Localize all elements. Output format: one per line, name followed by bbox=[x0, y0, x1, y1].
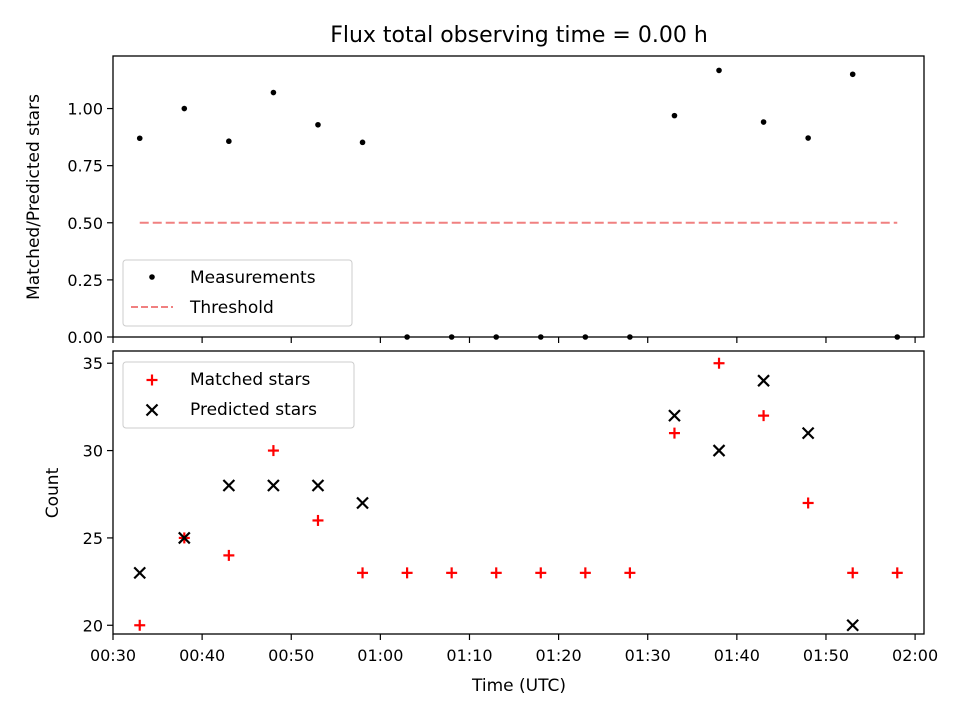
bottom-x-axis: 00:30 00:40 00:50 01:00 01:10 01:20 01:30 01:40… bbox=[90, 634, 938, 665]
top-y-tick-label: 0.00 bbox=[67, 328, 103, 347]
predicted-star-point bbox=[133, 566, 147, 580]
measurement-point bbox=[582, 334, 589, 340]
measurement-point bbox=[181, 105, 188, 112]
bottom-y-tick-label: 20 bbox=[83, 616, 103, 635]
predicted-star-point bbox=[801, 426, 815, 440]
x-tick-label: 01:40 bbox=[714, 646, 760, 665]
x-tick-label: 01:50 bbox=[803, 646, 849, 665]
matched-star-point bbox=[134, 619, 146, 631]
measurement-point bbox=[716, 67, 722, 74]
matched-star-point bbox=[535, 567, 547, 579]
measurement-point bbox=[849, 71, 856, 78]
measurement-point bbox=[359, 139, 366, 146]
measurement-point bbox=[627, 334, 633, 340]
top-y-axis-label: Matched/Predicted stars bbox=[24, 94, 44, 300]
bottom-y-tick-label: 25 bbox=[83, 529, 103, 548]
x-tick-label: 00:50 bbox=[268, 646, 314, 665]
top-y-tick-label: 0.50 bbox=[67, 214, 103, 233]
x-axis-label: Time (UTC) bbox=[471, 676, 566, 696]
bottom-y-tick-label: 35 bbox=[83, 354, 103, 373]
legend-matched-label: Matched stars bbox=[190, 370, 310, 390]
legend-predicted-marker bbox=[145, 403, 159, 417]
chart-title: Flux total observing time = 0.00 h bbox=[330, 23, 708, 48]
measurement-point bbox=[270, 89, 277, 96]
predicted-star-point bbox=[222, 479, 236, 492]
top-y-tick-label: 0.25 bbox=[67, 271, 103, 290]
matched-star-point bbox=[624, 567, 636, 579]
legend-matched-marker bbox=[146, 374, 158, 386]
x-tick-label: 00:30 bbox=[90, 646, 136, 665]
top-y-tick-label: 1.00 bbox=[67, 100, 103, 119]
matched-star-point bbox=[267, 445, 279, 457]
legend-predicted-cross bbox=[145, 403, 159, 417]
predicted-star-point bbox=[757, 374, 770, 387]
predicted-star-point bbox=[356, 496, 369, 510]
matched-star-point bbox=[490, 567, 502, 579]
legend-measurements-label: Measurements bbox=[190, 268, 316, 288]
top-y-tick-label: 0.75 bbox=[67, 157, 103, 176]
measurement-point bbox=[315, 121, 321, 128]
measurement-point bbox=[226, 138, 232, 145]
matched-star-point bbox=[713, 357, 725, 369]
matched-star-point bbox=[891, 567, 903, 579]
x-tick-label: 01:30 bbox=[625, 646, 671, 665]
bottom-plot-marks bbox=[133, 357, 903, 632]
matched-star-point bbox=[223, 549, 235, 561]
matched-star-point bbox=[312, 514, 324, 526]
matched-star-point bbox=[357, 567, 369, 579]
bottom-legend: Matched stars Predicted stars bbox=[122, 361, 355, 429]
legend-predicted-label: Predicted stars bbox=[190, 400, 317, 420]
bottom-y-axis: 20 25 30 35 bbox=[83, 354, 113, 635]
legend-threshold-label: Threshold bbox=[189, 298, 274, 318]
measurement-point bbox=[404, 334, 410, 340]
x-tick-label: 01:10 bbox=[446, 646, 492, 665]
matched-star-point bbox=[446, 567, 458, 579]
measurement-point bbox=[136, 135, 143, 142]
legend-matched-plus bbox=[146, 374, 158, 386]
measurement-point bbox=[894, 334, 901, 340]
top-x-ticks bbox=[112, 337, 916, 343]
measurement-point bbox=[537, 334, 544, 340]
bottom-legend-box bbox=[122, 361, 355, 429]
predicted-star-point bbox=[712, 444, 726, 457]
top-legend: Measurements Threshold bbox=[122, 259, 353, 327]
measurement-point bbox=[671, 112, 678, 119]
matched-star-point bbox=[758, 410, 770, 422]
measurement-point bbox=[493, 334, 500, 340]
measurement-point bbox=[448, 334, 455, 340]
predicted-star-point bbox=[846, 618, 859, 632]
measurement-point bbox=[805, 135, 811, 141]
x-tick-label: 00:40 bbox=[179, 646, 225, 665]
matched-star-point bbox=[847, 567, 859, 579]
x-tick-label: 01:00 bbox=[357, 646, 403, 665]
matched-star-point bbox=[579, 567, 591, 579]
bottom-y-axis-label: Count bbox=[43, 467, 63, 518]
x-tick-label: 02:00 bbox=[892, 646, 938, 665]
top-plot-marks bbox=[136, 67, 901, 340]
matched-star-point bbox=[401, 567, 413, 579]
top-y-axis: 0.00 0.25 0.50 0.75 1.00 bbox=[67, 100, 113, 347]
predicted-star-point bbox=[311, 479, 325, 492]
predicted-star-point bbox=[267, 479, 280, 492]
bottom-y-tick-label: 30 bbox=[83, 442, 103, 461]
predicted-star-point bbox=[178, 531, 191, 545]
measurement-point bbox=[760, 119, 767, 125]
predicted-star-point bbox=[668, 409, 681, 422]
x-tick-label: 01:20 bbox=[536, 646, 582, 665]
matched-star-point bbox=[668, 427, 680, 439]
legend-measurements-marker bbox=[149, 274, 155, 280]
matched-star-point bbox=[802, 497, 814, 509]
top-legend-box bbox=[122, 259, 353, 327]
